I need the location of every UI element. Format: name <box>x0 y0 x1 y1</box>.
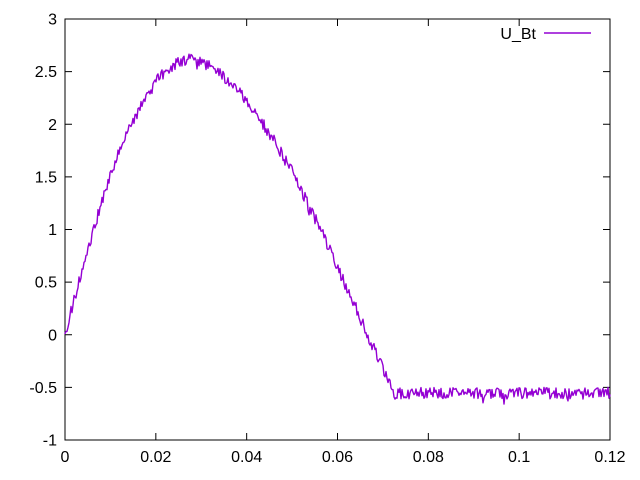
y-tick-label: -1 <box>43 433 57 450</box>
series-u-bt-curve <box>64 53 611 405</box>
y-tick-label: 3 <box>48 12 57 29</box>
x-axis: 0 0.02 0.04 0.06 0.08 0.1 0.12 <box>61 19 626 466</box>
y-axis: -1 -0.5 0 0.5 1 1.5 2 2.5 3 <box>29 12 610 450</box>
y-tick-label: 0.5 <box>35 275 57 292</box>
y-tick-label: 2.5 <box>35 64 57 81</box>
x-tick-label: 0.1 <box>508 449 530 466</box>
y-tick-label: 2 <box>48 117 57 134</box>
x-tick-label: 0.06 <box>322 449 353 466</box>
x-tick-label: 0.08 <box>413 449 444 466</box>
x-tick-label: 0 <box>61 449 70 466</box>
y-tick-label: 1.5 <box>35 169 57 186</box>
legend: U_Bt <box>500 26 591 43</box>
y-tick-label: -0.5 <box>29 380 57 397</box>
x-tick-label: 0.12 <box>594 449 625 466</box>
plot-border <box>64 18 611 441</box>
legend-label: U_Bt <box>500 26 536 43</box>
y-tick-label: 0 <box>48 327 57 344</box>
y-tick-label: 1 <box>48 222 57 239</box>
x-tick-label: 0.04 <box>231 449 262 466</box>
x-tick-label: 0.02 <box>140 449 171 466</box>
